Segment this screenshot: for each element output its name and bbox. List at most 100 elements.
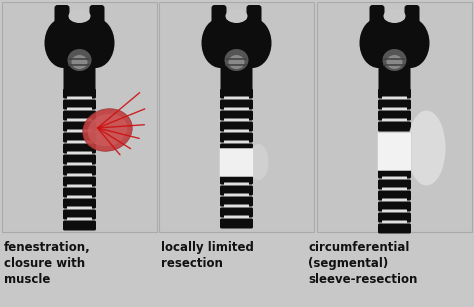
FancyBboxPatch shape (224, 119, 249, 123)
Text: fenestration,
closure with
muscle: fenestration, closure with muscle (4, 241, 91, 286)
FancyBboxPatch shape (67, 173, 92, 178)
FancyBboxPatch shape (382, 220, 407, 226)
FancyBboxPatch shape (67, 217, 92, 223)
FancyBboxPatch shape (378, 180, 411, 189)
FancyBboxPatch shape (382, 188, 407, 192)
FancyBboxPatch shape (63, 220, 96, 231)
FancyBboxPatch shape (378, 223, 411, 234)
Bar (376, 20, 412, 66)
Ellipse shape (76, 18, 115, 68)
FancyBboxPatch shape (67, 207, 92, 212)
FancyBboxPatch shape (378, 212, 411, 223)
FancyBboxPatch shape (382, 199, 407, 204)
FancyBboxPatch shape (67, 96, 92, 102)
Ellipse shape (72, 55, 88, 69)
FancyBboxPatch shape (220, 143, 253, 154)
Text: circumferential
(segmental)
sleeve-resection: circumferential (segmental) sleeve-resec… (308, 241, 418, 286)
FancyBboxPatch shape (224, 141, 249, 146)
Ellipse shape (69, 9, 91, 23)
Ellipse shape (88, 114, 127, 146)
FancyBboxPatch shape (378, 111, 411, 121)
Ellipse shape (225, 49, 248, 71)
Ellipse shape (392, 18, 429, 68)
Bar (317, 2, 472, 232)
FancyBboxPatch shape (220, 196, 253, 207)
FancyBboxPatch shape (63, 88, 96, 99)
Bar (62, 20, 98, 66)
FancyBboxPatch shape (63, 199, 96, 208)
FancyBboxPatch shape (211, 5, 227, 39)
FancyBboxPatch shape (67, 130, 92, 134)
Ellipse shape (67, 49, 91, 71)
FancyBboxPatch shape (370, 5, 384, 39)
FancyBboxPatch shape (63, 165, 96, 176)
FancyBboxPatch shape (379, 56, 410, 90)
Ellipse shape (83, 109, 132, 151)
FancyBboxPatch shape (63, 111, 96, 121)
FancyBboxPatch shape (378, 201, 411, 212)
FancyBboxPatch shape (224, 204, 249, 209)
FancyBboxPatch shape (246, 5, 262, 39)
Ellipse shape (359, 18, 398, 68)
Ellipse shape (248, 144, 268, 180)
FancyBboxPatch shape (220, 56, 253, 90)
Ellipse shape (386, 55, 402, 69)
Bar (159, 2, 314, 232)
FancyBboxPatch shape (220, 111, 253, 121)
Ellipse shape (234, 18, 272, 68)
Bar (377, 132, 411, 170)
Bar (219, 148, 254, 176)
FancyBboxPatch shape (224, 182, 249, 188)
FancyBboxPatch shape (63, 133, 96, 142)
FancyBboxPatch shape (63, 188, 96, 197)
FancyBboxPatch shape (378, 99, 411, 110)
Ellipse shape (383, 9, 405, 23)
Bar (219, 20, 255, 66)
FancyBboxPatch shape (220, 88, 253, 99)
Ellipse shape (45, 18, 82, 68)
FancyBboxPatch shape (67, 162, 92, 168)
FancyBboxPatch shape (55, 5, 70, 39)
FancyBboxPatch shape (378, 191, 411, 200)
FancyBboxPatch shape (220, 133, 253, 142)
Ellipse shape (408, 111, 446, 185)
FancyBboxPatch shape (63, 209, 96, 220)
Ellipse shape (226, 9, 247, 23)
FancyBboxPatch shape (67, 151, 92, 157)
FancyBboxPatch shape (67, 119, 92, 123)
FancyBboxPatch shape (220, 122, 253, 131)
FancyBboxPatch shape (220, 185, 253, 196)
FancyBboxPatch shape (224, 216, 249, 220)
Bar (2, 2, 157, 232)
Text: locally limited
resection: locally limited resection (161, 241, 254, 270)
FancyBboxPatch shape (378, 88, 411, 99)
Ellipse shape (383, 49, 407, 71)
FancyBboxPatch shape (220, 174, 253, 185)
FancyBboxPatch shape (382, 119, 407, 123)
FancyBboxPatch shape (382, 209, 407, 215)
FancyBboxPatch shape (220, 219, 253, 228)
FancyBboxPatch shape (64, 56, 95, 90)
FancyBboxPatch shape (378, 169, 411, 178)
FancyBboxPatch shape (63, 154, 96, 165)
FancyBboxPatch shape (224, 96, 249, 102)
FancyBboxPatch shape (224, 107, 249, 112)
FancyBboxPatch shape (404, 5, 419, 39)
FancyBboxPatch shape (63, 122, 96, 131)
FancyBboxPatch shape (382, 107, 407, 112)
FancyBboxPatch shape (378, 122, 411, 131)
FancyBboxPatch shape (67, 141, 92, 146)
FancyBboxPatch shape (382, 96, 407, 102)
FancyBboxPatch shape (67, 196, 92, 200)
FancyBboxPatch shape (67, 185, 92, 189)
FancyBboxPatch shape (224, 193, 249, 199)
FancyBboxPatch shape (224, 130, 249, 134)
FancyBboxPatch shape (63, 99, 96, 110)
FancyBboxPatch shape (220, 99, 253, 110)
FancyBboxPatch shape (63, 177, 96, 186)
Ellipse shape (228, 55, 245, 69)
FancyBboxPatch shape (382, 177, 407, 181)
FancyBboxPatch shape (67, 107, 92, 112)
FancyBboxPatch shape (63, 143, 96, 154)
Ellipse shape (201, 18, 239, 68)
